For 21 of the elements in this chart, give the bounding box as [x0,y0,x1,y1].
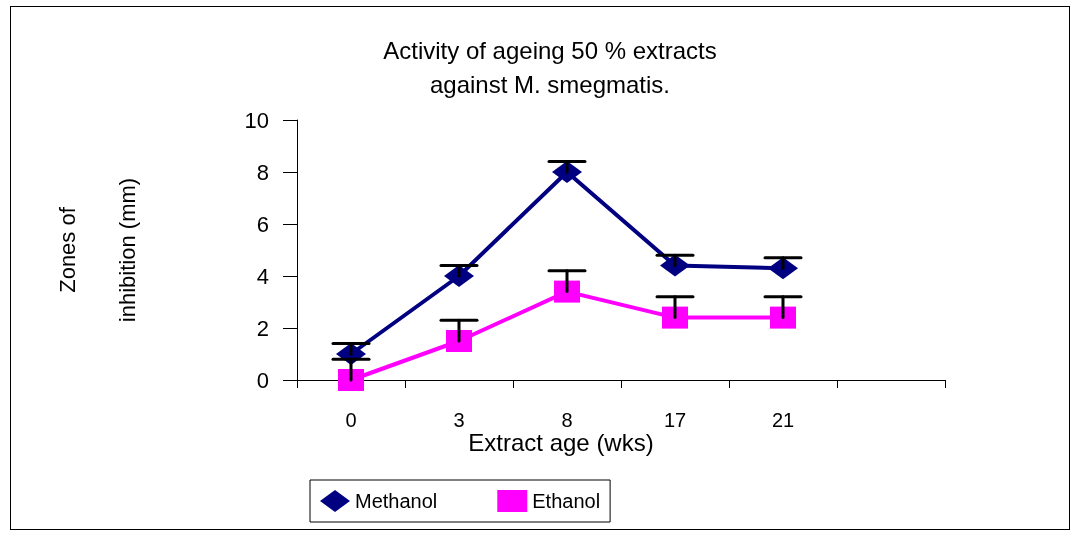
y-tick-label: 0 [256,367,269,393]
y-tick-label: 2 [256,315,269,341]
point [446,330,472,352]
y-tick-label: 8 [256,159,269,185]
point [770,306,796,329]
x-tick-label: 17 [663,409,687,431]
y-tick-label: 10 [244,107,269,133]
point [662,306,688,329]
legend-label: Ethanol [532,490,601,512]
x-axis-title: Extract age (wks) [468,429,654,457]
x-tick-label: 21 [771,409,795,431]
point [554,280,580,303]
y-tick-label: 4 [256,263,269,289]
point [338,369,364,391]
x-tick-label: 3 [453,409,465,431]
chart-title: Activity of ageing 50 % extracts against M. smegmatis. [383,36,717,98]
text: Zones of inhibition (mm) [54,177,140,323]
legend-label: Methanol [355,490,438,512]
x-tick-label: 8 [561,409,573,431]
x-tick-label: 0 [345,409,357,431]
y-tick-label: 6 [256,211,269,237]
